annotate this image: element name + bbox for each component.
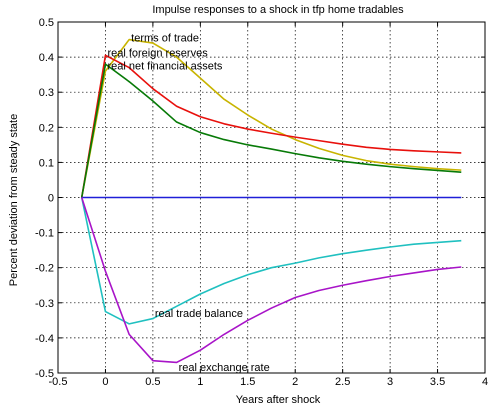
x-tick-label: 3 <box>387 376 393 388</box>
y-tick-label: 0.4 <box>39 52 54 64</box>
series-line-real-exchange-rate <box>80 197 462 364</box>
x-tick-label: 0 <box>102 376 108 388</box>
y-tick-label: -0.3 <box>35 298 54 310</box>
y-tick-label: -0.5 <box>35 368 54 380</box>
series-annotation: real foreign reserves <box>107 47 208 59</box>
y-tick-label: -0.1 <box>35 228 54 240</box>
series-annotation: real net financial assets <box>107 60 222 72</box>
y-axis-title: Percent deviation from steady state <box>8 114 20 286</box>
y-tick-label: -0.4 <box>35 333 54 345</box>
y-tick-label: 0 <box>48 193 54 205</box>
x-tick-label: 3.5 <box>430 376 445 388</box>
series-annotation: real trade balance <box>155 308 243 320</box>
x-tick-label: -0.5 <box>49 376 68 388</box>
x-tick-label: 4 <box>482 376 488 388</box>
x-tick-label: 2.5 <box>335 376 350 388</box>
y-tick-label: 0.2 <box>39 122 54 134</box>
series-annotation: real exchange rate <box>179 362 270 374</box>
axis-ticks: -0.5 0 0.5 1 1.5 2 2.5 3 3.5 4 -0.5 -0.4 -0.3 -0.2 -0.… <box>35 17 488 388</box>
y-tick-label: 0.1 <box>39 157 54 169</box>
x-tick-label: 0.5 <box>145 376 160 388</box>
series-line-real-net-financial-assets <box>80 63 462 198</box>
chart-title: Impulse responses to a shock in tfp home… <box>152 4 404 16</box>
x-tick-label: 2 <box>292 376 298 388</box>
series-annotation: terms of trade <box>131 32 199 44</box>
x-tick-label: 1.5 <box>240 376 255 388</box>
series-line-real-trade-balance <box>80 197 462 325</box>
y-tick-label: 0.5 <box>39 17 54 29</box>
y-tick-label: -0.2 <box>35 263 54 275</box>
x-axis-title: Years after shock <box>236 394 321 406</box>
series-lines <box>80 38 462 364</box>
series-line-terms-of-trade <box>80 38 462 198</box>
series-line-real-foreign-reserves <box>80 54 462 198</box>
y-tick-label: 0.3 <box>39 87 54 99</box>
x-tick-label: 1 <box>197 376 203 388</box>
